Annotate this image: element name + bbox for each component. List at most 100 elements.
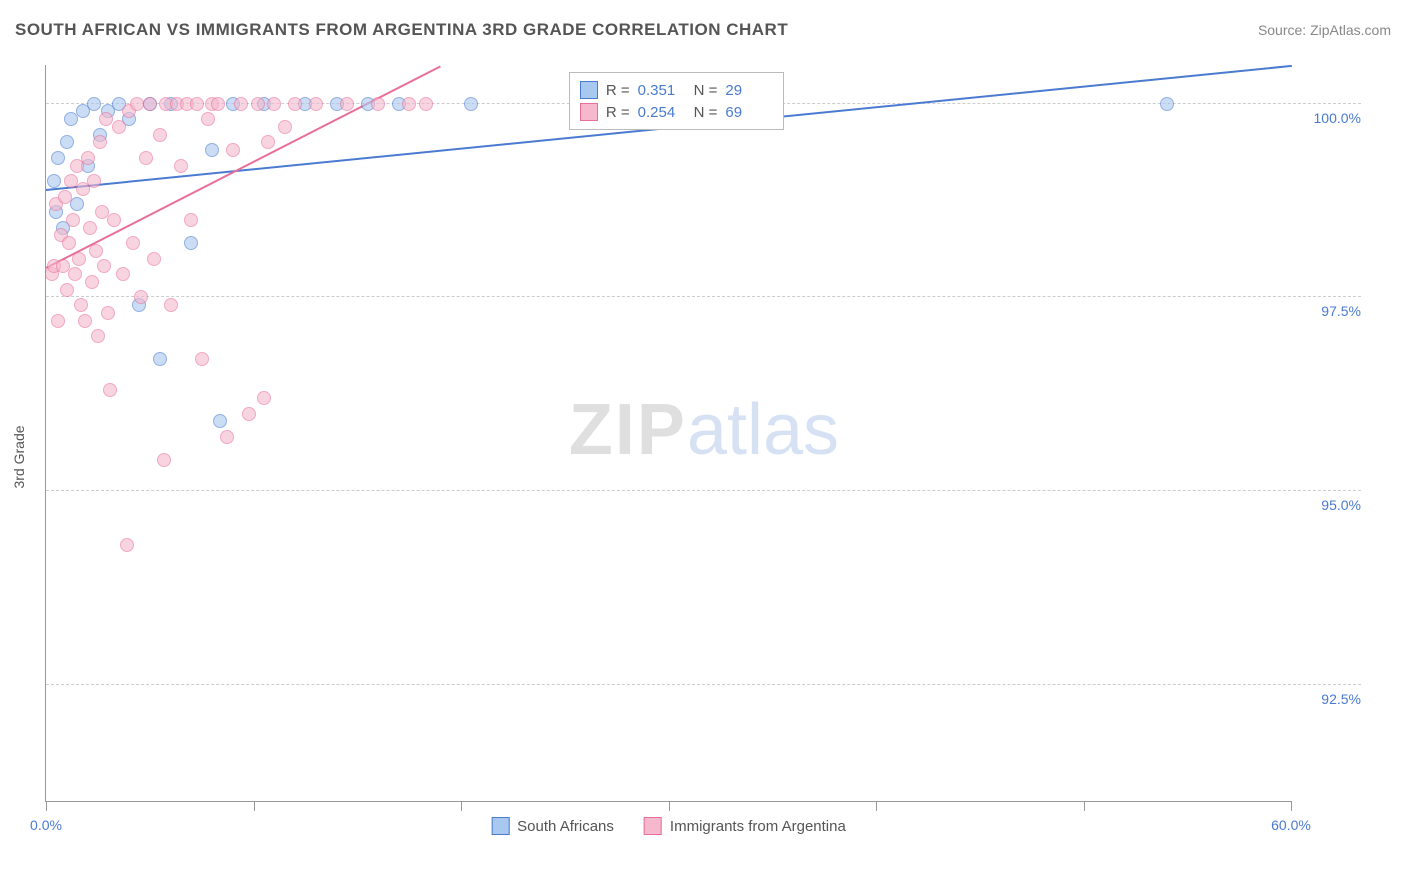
- data-point: [51, 314, 65, 328]
- data-point: [83, 221, 97, 235]
- data-point: [116, 267, 130, 281]
- data-point: [112, 120, 126, 134]
- gridline-horizontal: [46, 490, 1361, 491]
- x-tick-label: 60.0%: [1271, 817, 1311, 833]
- data-point: [93, 135, 107, 149]
- data-point: [153, 352, 167, 366]
- data-point: [70, 197, 84, 211]
- data-point: [213, 414, 227, 428]
- data-point: [62, 236, 76, 250]
- data-point: [72, 252, 86, 266]
- chart-title: SOUTH AFRICAN VS IMMIGRANTS FROM ARGENTI…: [15, 20, 788, 40]
- legend-stats: R =0.351N =29R =0.254N =69: [569, 72, 785, 130]
- chart-header: SOUTH AFRICAN VS IMMIGRANTS FROM ARGENTI…: [15, 20, 1391, 40]
- data-point: [66, 213, 80, 227]
- data-point: [126, 236, 140, 250]
- data-point: [205, 143, 219, 157]
- watermark-zip: ZIP: [569, 390, 687, 470]
- data-point: [226, 143, 240, 157]
- data-point: [101, 306, 115, 320]
- data-point: [340, 97, 354, 111]
- data-point: [120, 538, 134, 552]
- watermark-atlas: atlas: [687, 390, 839, 470]
- data-point: [139, 151, 153, 165]
- x-tick: [669, 801, 670, 811]
- data-point: [74, 298, 88, 312]
- data-point: [64, 112, 78, 126]
- data-point: [1160, 97, 1174, 111]
- data-point: [51, 151, 65, 165]
- data-point: [261, 135, 275, 149]
- data-point: [164, 298, 178, 312]
- data-point: [288, 97, 302, 111]
- data-point: [251, 97, 265, 111]
- trend-line: [46, 65, 441, 268]
- data-point: [107, 213, 121, 227]
- data-point: [153, 128, 167, 142]
- data-point: [419, 97, 433, 111]
- legend-label: Immigrants from Argentina: [670, 818, 846, 835]
- data-point: [97, 259, 111, 273]
- watermark: ZIPatlas: [569, 389, 839, 471]
- data-point: [464, 97, 478, 111]
- legend-swatch: [580, 103, 598, 121]
- data-point: [267, 97, 281, 111]
- data-point: [211, 97, 225, 111]
- legend-swatch: [580, 81, 598, 99]
- data-point: [78, 314, 92, 328]
- data-point: [184, 236, 198, 250]
- x-tick: [254, 801, 255, 811]
- y-tick-label: 95.0%: [1296, 497, 1361, 513]
- data-point: [87, 174, 101, 188]
- x-tick: [461, 801, 462, 811]
- data-point: [190, 97, 204, 111]
- data-point: [195, 352, 209, 366]
- data-point: [103, 383, 117, 397]
- data-point: [234, 97, 248, 111]
- data-point: [157, 453, 171, 467]
- data-point: [85, 275, 99, 289]
- data-point: [89, 244, 103, 258]
- chart-container: 3rd Grade ZIPatlas 92.5%95.0%97.5%100.0%…: [45, 50, 1361, 847]
- data-point: [47, 174, 61, 188]
- x-tick: [46, 801, 47, 811]
- data-point: [371, 97, 385, 111]
- r-value: 0.254: [638, 104, 686, 121]
- data-point: [143, 97, 157, 111]
- data-point: [91, 329, 105, 343]
- bottom-legend-item: Immigrants from Argentina: [644, 817, 846, 835]
- data-point: [147, 252, 161, 266]
- r-value: 0.351: [638, 82, 686, 99]
- x-tick-label: 0.0%: [30, 817, 62, 833]
- y-axis-label: 3rd Grade: [11, 425, 27, 488]
- x-tick: [876, 801, 877, 811]
- legend-stats-row: R = 0.351 N = 29: [580, 79, 774, 101]
- gridline-horizontal: [46, 684, 1361, 685]
- data-point: [220, 430, 234, 444]
- data-point: [134, 290, 148, 304]
- y-tick-label: 92.5%: [1296, 691, 1361, 707]
- x-tick: [1291, 801, 1292, 811]
- legend-stats-row: R =0.254N =69: [580, 101, 774, 123]
- data-point: [201, 112, 215, 126]
- data-point: [184, 213, 198, 227]
- r-label: R =: [606, 82, 630, 99]
- data-point: [81, 151, 95, 165]
- data-point: [60, 135, 74, 149]
- y-tick-label: 97.5%: [1296, 303, 1361, 319]
- r-label: R =: [606, 104, 630, 121]
- n-value: 29: [725, 82, 773, 99]
- data-point: [60, 283, 74, 297]
- n-label: N =: [694, 104, 718, 121]
- legend-label: South Africans: [517, 818, 614, 835]
- n-label: N =: [694, 82, 718, 99]
- data-point: [257, 391, 271, 405]
- data-point: [242, 407, 256, 421]
- gridline-horizontal: [46, 296, 1361, 297]
- x-tick: [1084, 801, 1085, 811]
- data-point: [278, 120, 292, 134]
- data-point: [402, 97, 416, 111]
- bottom-legend: South Africans Immigrants from Argentina: [491, 817, 846, 835]
- legend-swatch: [491, 817, 509, 835]
- data-point: [174, 159, 188, 173]
